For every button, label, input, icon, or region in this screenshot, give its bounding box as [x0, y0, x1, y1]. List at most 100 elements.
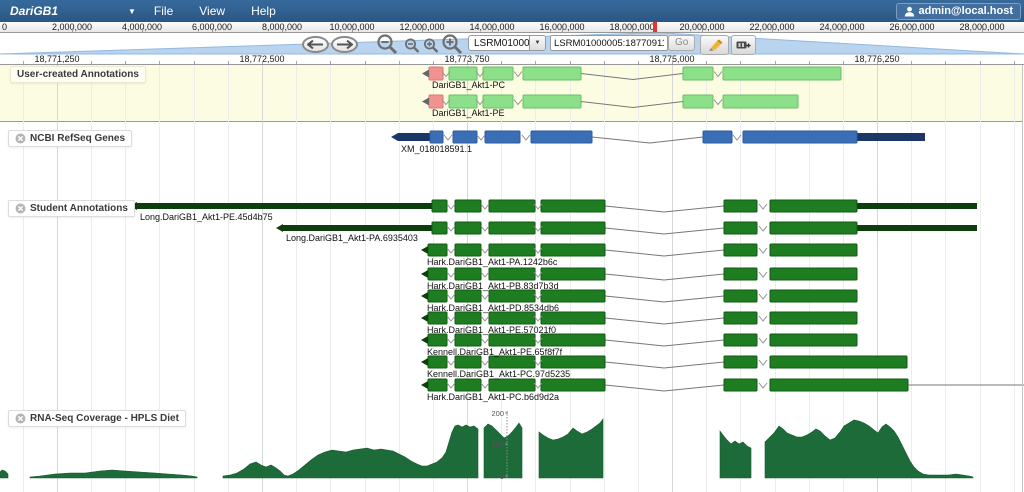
zoom-out-large-button[interactable]: [376, 34, 398, 60]
chevron-down-icon[interactable]: ▼: [529, 36, 545, 50]
coverage-area-segment[interactable]: [538, 418, 604, 479]
exon[interactable]: [769, 289, 858, 303]
exon[interactable]: [769, 243, 858, 257]
exon[interactable]: [454, 289, 482, 303]
exon[interactable]: [431, 221, 448, 235]
exon[interactable]: [448, 66, 478, 81]
location-search-input[interactable]: [550, 35, 668, 51]
utr-segment[interactable]: [857, 133, 925, 141]
exon[interactable]: [431, 199, 448, 213]
exon[interactable]: [722, 66, 842, 81]
track-label-refseq[interactable]: NCBI RefSeq Genes: [8, 130, 133, 147]
exon[interactable]: [427, 311, 448, 325]
menu-view[interactable]: View: [199, 4, 226, 18]
exon[interactable]: [454, 199, 482, 213]
exon[interactable]: [427, 243, 448, 257]
exon[interactable]: [769, 221, 858, 235]
zoom-in-large-button[interactable]: [441, 34, 463, 60]
exon[interactable]: [452, 130, 478, 144]
track-label-student[interactable]: Student Annotations: [8, 200, 135, 217]
exon[interactable]: [454, 267, 482, 281]
exon[interactable]: [769, 199, 858, 213]
exon[interactable]: [522, 94, 582, 109]
exon[interactable]: [454, 378, 482, 392]
exon[interactable]: [488, 243, 536, 257]
exon[interactable]: [454, 221, 482, 235]
gene-feature[interactable]: [421, 267, 858, 281]
exon[interactable]: [723, 333, 758, 347]
exon[interactable]: [540, 267, 606, 281]
feature-start-box[interactable]: [428, 66, 444, 81]
user-account-button[interactable]: admin@local.host: [895, 2, 1021, 20]
exon[interactable]: [482, 66, 514, 81]
exon[interactable]: [540, 243, 606, 257]
gene-body-bar[interactable]: [857, 203, 977, 209]
exon[interactable]: [540, 378, 606, 392]
exon[interactable]: [454, 333, 482, 347]
exon[interactable]: [540, 333, 606, 347]
go-button[interactable]: Go: [668, 35, 696, 51]
gene-feature[interactable]: [276, 221, 977, 235]
gene-feature[interactable]: [421, 378, 1024, 392]
exon[interactable]: [769, 311, 858, 325]
exon[interactable]: [484, 130, 521, 144]
coverage-area-segment[interactable]: [0, 469, 9, 479]
gene-feature[interactable]: [422, 94, 799, 109]
exon[interactable]: [769, 355, 908, 369]
exon[interactable]: [742, 130, 858, 144]
exon[interactable]: [723, 199, 758, 213]
chevron-down-icon[interactable]: ▼: [128, 6, 136, 16]
exon[interactable]: [769, 333, 858, 347]
gene-feature[interactable]: [130, 199, 977, 213]
exon[interactable]: [427, 289, 448, 303]
feature-start-box[interactable]: [428, 94, 444, 109]
exon[interactable]: [488, 199, 536, 213]
exon[interactable]: [488, 378, 536, 392]
exon[interactable]: [769, 267, 858, 281]
exon[interactable]: [722, 94, 799, 109]
gene-feature[interactable]: [421, 333, 858, 347]
exon[interactable]: [448, 94, 478, 109]
exon[interactable]: [530, 130, 593, 144]
region-tool-button[interactable]: [731, 35, 756, 55]
menu-file[interactable]: File: [153, 4, 174, 18]
exon[interactable]: [540, 289, 606, 303]
gene-feature[interactable]: [391, 130, 925, 144]
exon[interactable]: [702, 130, 733, 144]
exon[interactable]: [488, 311, 536, 325]
exon[interactable]: [723, 378, 758, 392]
menu-help[interactable]: Help: [251, 4, 276, 18]
exon[interactable]: [540, 199, 606, 213]
exon[interactable]: [427, 333, 448, 347]
highlight-region-button[interactable]: [700, 35, 729, 55]
utr-segment[interactable]: [398, 133, 430, 141]
exon[interactable]: [540, 311, 606, 325]
gene-body-bar[interactable]: [857, 225, 977, 231]
exon[interactable]: [454, 355, 482, 369]
exon[interactable]: [488, 355, 536, 369]
region-ruler[interactable]: 18,771,250 18,772,500 18,773,750 18,775,000…: [0, 54, 1024, 65]
exon[interactable]: [723, 221, 758, 235]
overview-ruler[interactable]: 0 2,000,000 4,000,000 6,000,000 8,000,000 10,…: [0, 22, 1024, 33]
exon[interactable]: [429, 130, 444, 144]
exon[interactable]: [427, 267, 448, 281]
coverage-area-segment[interactable]: [719, 430, 752, 479]
exon[interactable]: [488, 267, 536, 281]
exon[interactable]: [488, 289, 536, 303]
exon[interactable]: [540, 221, 606, 235]
current-view-marker[interactable]: [653, 22, 657, 32]
exon[interactable]: [427, 378, 448, 392]
gene-feature[interactable]: [422, 66, 842, 81]
gene-feature[interactable]: [421, 311, 858, 325]
coverage-area-segment[interactable]: [222, 424, 479, 479]
exon[interactable]: [682, 66, 714, 81]
exon[interactable]: [488, 333, 536, 347]
coverage-area-segment[interactable]: [764, 419, 974, 479]
gene-body-bar[interactable]: [137, 203, 432, 209]
exon[interactable]: [723, 311, 758, 325]
zoom-out-small-button[interactable]: [404, 38, 420, 58]
close-icon[interactable]: [15, 413, 26, 424]
exon[interactable]: [723, 289, 758, 303]
gene-feature[interactable]: [421, 243, 858, 257]
sequence-select[interactable]: LSRM01000005 ▼: [468, 35, 546, 51]
